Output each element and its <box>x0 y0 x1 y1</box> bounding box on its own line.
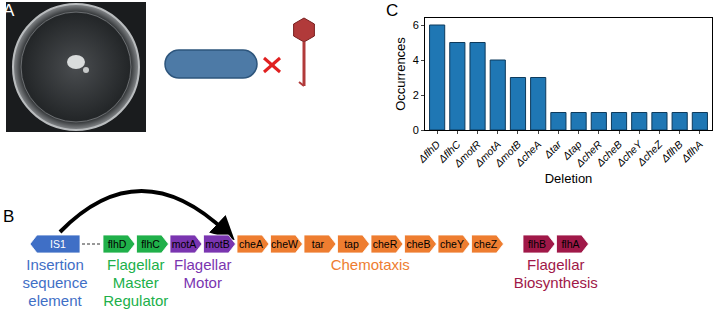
svg-text:6: 6 <box>413 19 419 31</box>
svg-text:ΔcheB: ΔcheB <box>593 138 624 169</box>
svg-text:tap: tap <box>344 238 359 250</box>
svg-text:sequence: sequence <box>22 274 87 291</box>
svg-text:cheW: cheW <box>271 238 298 250</box>
svg-text:4: 4 <box>413 54 419 66</box>
svg-text:C: C <box>386 1 398 20</box>
svg-text:ΔflhB: ΔflhB <box>658 138 685 165</box>
svg-text:ΔmotB: ΔmotB <box>492 138 524 170</box>
svg-text:Flagellar: Flagellar <box>174 256 232 273</box>
svg-text:ΔflhD: ΔflhD <box>415 138 443 166</box>
svg-text:tar: tar <box>312 238 325 250</box>
svg-text:Flagellar: Flagellar <box>527 256 585 273</box>
svg-text:ΔflhC: ΔflhC <box>435 138 463 166</box>
svg-text:0: 0 <box>413 124 419 136</box>
svg-text:ΔmotR: ΔmotR <box>451 138 483 170</box>
svg-text:2: 2 <box>413 89 419 101</box>
svg-text:ΔcheZ: ΔcheZ <box>634 138 665 169</box>
svg-text:cheR: cheR <box>373 238 398 250</box>
svg-text:ΔcheY: ΔcheY <box>613 137 645 169</box>
svg-text:cheA: cheA <box>239 238 263 250</box>
svg-text:Occurrences: Occurrences <box>393 37 408 111</box>
svg-text:cheY: cheY <box>440 238 464 250</box>
svg-text:flhD: flhD <box>108 238 127 250</box>
svg-text:Flagellar: Flagellar <box>107 256 165 273</box>
svg-text:element: element <box>28 292 82 309</box>
svg-text:Regulator: Regulator <box>103 292 168 309</box>
svg-text:Biosynthesis: Biosynthesis <box>514 274 598 291</box>
svg-text:Deletion: Deletion <box>545 171 593 186</box>
svg-text:motA: motA <box>172 238 197 250</box>
svg-text:flhA: flhA <box>561 238 579 250</box>
svg-text:ΔcheR: ΔcheR <box>572 138 604 170</box>
svg-text:Master: Master <box>113 274 159 291</box>
svg-text:cheB: cheB <box>407 238 431 250</box>
svg-text:Motor: Motor <box>184 274 222 291</box>
svg-text:Δtar: Δtar <box>541 138 564 161</box>
svg-text:Chemotaxis: Chemotaxis <box>331 256 410 273</box>
svg-text:ΔmotA: ΔmotA <box>471 138 503 170</box>
svg-text:cheZ: cheZ <box>474 238 498 250</box>
svg-text:Δtap: Δtap <box>559 138 584 163</box>
svg-text:A: A <box>3 1 15 20</box>
svg-text:B: B <box>3 207 14 226</box>
svg-text:ΔcheA: ΔcheA <box>512 138 543 169</box>
svg-text:flhC: flhC <box>141 238 160 250</box>
svg-text:motB: motB <box>205 238 230 250</box>
svg-text:flhB: flhB <box>528 238 546 250</box>
svg-text:ΔflhA: ΔflhA <box>678 138 705 165</box>
svg-text:Insertion: Insertion <box>26 256 84 273</box>
svg-text:IS1: IS1 <box>50 238 66 250</box>
